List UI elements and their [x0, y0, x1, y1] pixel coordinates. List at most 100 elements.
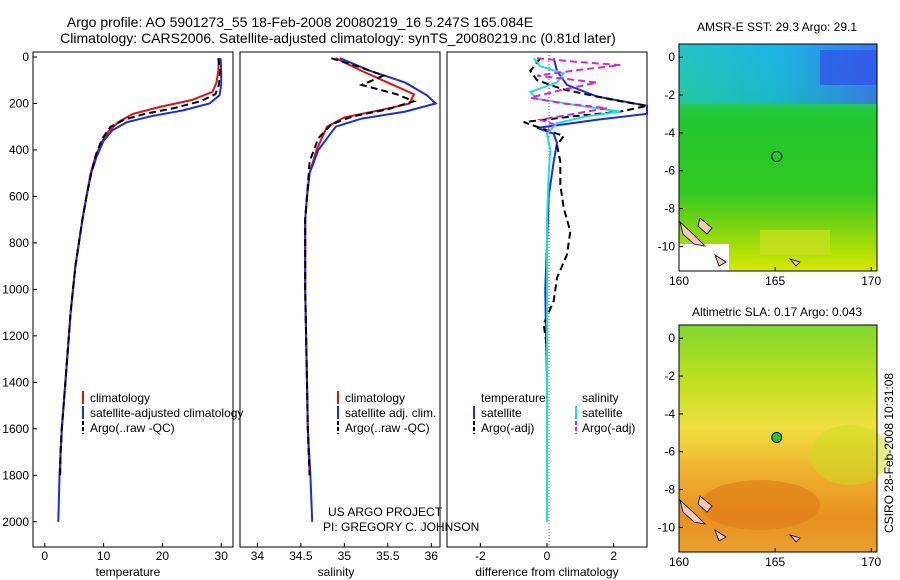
sst-map-frame	[678, 43, 878, 272]
x-tick-label: 36	[425, 549, 439, 563]
temperature-xlabel: temperature	[96, 565, 161, 579]
map-y-tick-label: -6	[664, 445, 675, 459]
y-tick-label: 200	[9, 96, 29, 110]
y-tick-label: 1400	[2, 375, 29, 389]
temperature-lines	[57, 58, 223, 522]
figure-title-line2: Climatology: CARS2006. Satellite-adjuste…	[60, 30, 616, 46]
sst-map-cool-patch	[820, 50, 877, 85]
figure-title-line1: Argo profile: AO 5901273_55 18-Feb-2008 …	[67, 14, 533, 30]
x-tick-label: 35.5	[376, 549, 400, 563]
y-tick-label: 600	[9, 189, 29, 203]
y-tick-label: 400	[9, 143, 29, 157]
x-tick-label: 2	[610, 549, 617, 563]
series-line-salinity-satellite	[528, 57, 621, 522]
map-y-tick-label: -2	[664, 369, 675, 383]
map-x-tick-label: 160	[669, 555, 689, 569]
x-tick-label: 35	[338, 549, 352, 563]
series-line-satellite	[304, 57, 438, 522]
map-y-tick-label: -10	[658, 239, 676, 253]
y-tick-label: 1200	[2, 329, 29, 343]
series-line-temperature-argo-adj-	[523, 57, 648, 476]
series-line-satellite	[57, 58, 223, 522]
legend-label-temp-argo: Argo(-adj)	[481, 421, 534, 435]
sst-map-panel: AMSR-E SST: 29.3 Argo: 29.1 160 165 170 0 -2…	[658, 20, 882, 288]
legend-label-climatology: climatology	[90, 391, 150, 405]
y-tick-label: 1600	[2, 422, 29, 436]
series-line-argo	[59, 58, 222, 476]
difference-legend: temperature satellite Argo(-adj) salinit…	[473, 391, 635, 435]
y-tick-label: 2000	[2, 515, 29, 529]
salinity-axes-box	[239, 51, 441, 548]
y-tick-label: 800	[9, 236, 29, 250]
map-y-tick-label: -10	[658, 520, 676, 534]
legend-label-sal-argoadj: Argo(-adj)	[582, 421, 635, 435]
x-tick-label: 34	[251, 549, 265, 563]
map-x-tick-label: 165	[765, 274, 785, 288]
legend-label-satellite: satellite-adjusted climatology	[90, 406, 243, 420]
x-tick-label: 30	[215, 549, 229, 563]
sst-map-mask	[679, 244, 729, 271]
salinity-panel: 34 34.5 35 35.5 36 climatology satellite adj…	[239, 51, 479, 579]
y-tick-label: 1000	[2, 282, 29, 296]
map-y-tick-label: 0	[668, 331, 675, 345]
map-y-tick-label: -2	[664, 88, 675, 102]
map-x-tick-label: 160	[669, 274, 689, 288]
sla-argo-marker	[771, 431, 783, 443]
temperature-panel: 0 10 20 30 0 200 400 600 800 1000 1200 1400 1600 1800…	[2, 50, 243, 579]
csiro-timestamp: CSIRO 28-Feb-2008 10:31:08	[882, 373, 896, 533]
sst-map-ticks: 160 165 170 0 -2 -4 -6 -8 -10	[658, 50, 882, 288]
sla-map-panel: Altimetric SLA: 0.17 Argo: 0.043 160 165 1…	[658, 305, 890, 569]
map-y-tick-label: 0	[668, 50, 675, 64]
map-y-tick-label: -8	[664, 483, 675, 497]
legend-heading-temperature: temperature	[481, 391, 546, 405]
sst-argo-marker	[771, 150, 783, 162]
sla-map-land	[679, 495, 801, 543]
temperature-axes-box	[32, 51, 234, 548]
sla-map-frame	[678, 324, 878, 553]
sla-map-ticks: 160 165 170 0 -2 -4 -6 -8 -10	[658, 331, 882, 569]
pi-credit: PI: GREGORY C. JOHNSON	[323, 520, 479, 534]
legend-label-sal-climatology: climatology	[345, 391, 405, 405]
map-y-tick-label: -8	[664, 202, 675, 216]
x-tick-label: -2	[475, 549, 486, 563]
x-tick-label: 10	[97, 549, 111, 563]
map-x-tick-label: 165	[765, 555, 785, 569]
map-y-tick-label: -4	[664, 407, 675, 421]
series-line-salinity-argo-adj-	[530, 57, 621, 133]
difference-panel: -2 0 2 temperature satellite Argo(-adj) sa…	[446, 51, 648, 579]
x-tick-label: 0	[544, 549, 551, 563]
salinity-xlabel: salinity	[318, 565, 355, 579]
map-x-tick-label: 170	[861, 274, 881, 288]
legend-label-sal-sat: satellite	[582, 406, 623, 420]
temperature-legend: climatology satellite-adjusted climatolo…	[82, 391, 243, 435]
x-tick-label: 0	[41, 549, 48, 563]
difference-ticks: -2 0 2	[475, 543, 617, 563]
map-x-tick-label: 170	[861, 555, 881, 569]
legend-label-sal-argo: Argo(..raw -QC)	[345, 421, 430, 435]
sla-map-low-patch	[810, 425, 890, 485]
salinity-legend: climatology satellite adj. clim. Argo(..…	[337, 391, 436, 435]
y-tick-label: 0	[22, 50, 29, 64]
salinity-ticks: 34 34.5 35 35.5 36	[251, 543, 439, 563]
legend-heading-salinity: salinity	[582, 391, 619, 405]
salinity-lines	[304, 57, 438, 522]
temperature-ticks: 0 10 20 30 0 200 400 600 800 1000 1200 1400 1600 1800…	[2, 50, 228, 563]
legend-label-argo: Argo(..raw -QC)	[90, 421, 175, 435]
map-y-tick-label: -4	[664, 126, 675, 140]
legend-label-sal-satellite: satellite adj. clim.	[345, 406, 436, 420]
project-credit: US ARGO PROJECT	[328, 505, 443, 519]
difference-xlabel: difference from climatology	[475, 565, 618, 579]
series-line-argo	[304, 57, 417, 476]
difference-lines	[523, 57, 648, 522]
sst-map-yellow-patch	[760, 230, 830, 255]
x-tick-label: 34.5	[289, 549, 313, 563]
map-y-tick-label: -6	[664, 164, 675, 178]
legend-label-temp-satellite: satellite	[481, 406, 522, 420]
sla-map-title: Altimetric SLA: 0.17 Argo: 0.043	[692, 305, 862, 319]
sst-map-land	[679, 217, 801, 267]
sla-map-high-patch	[700, 480, 820, 530]
x-tick-label: 20	[156, 549, 170, 563]
y-tick-label: 1800	[2, 468, 29, 482]
sst-map-title: AMSR-E SST: 29.3 Argo: 29.1	[697, 20, 857, 34]
